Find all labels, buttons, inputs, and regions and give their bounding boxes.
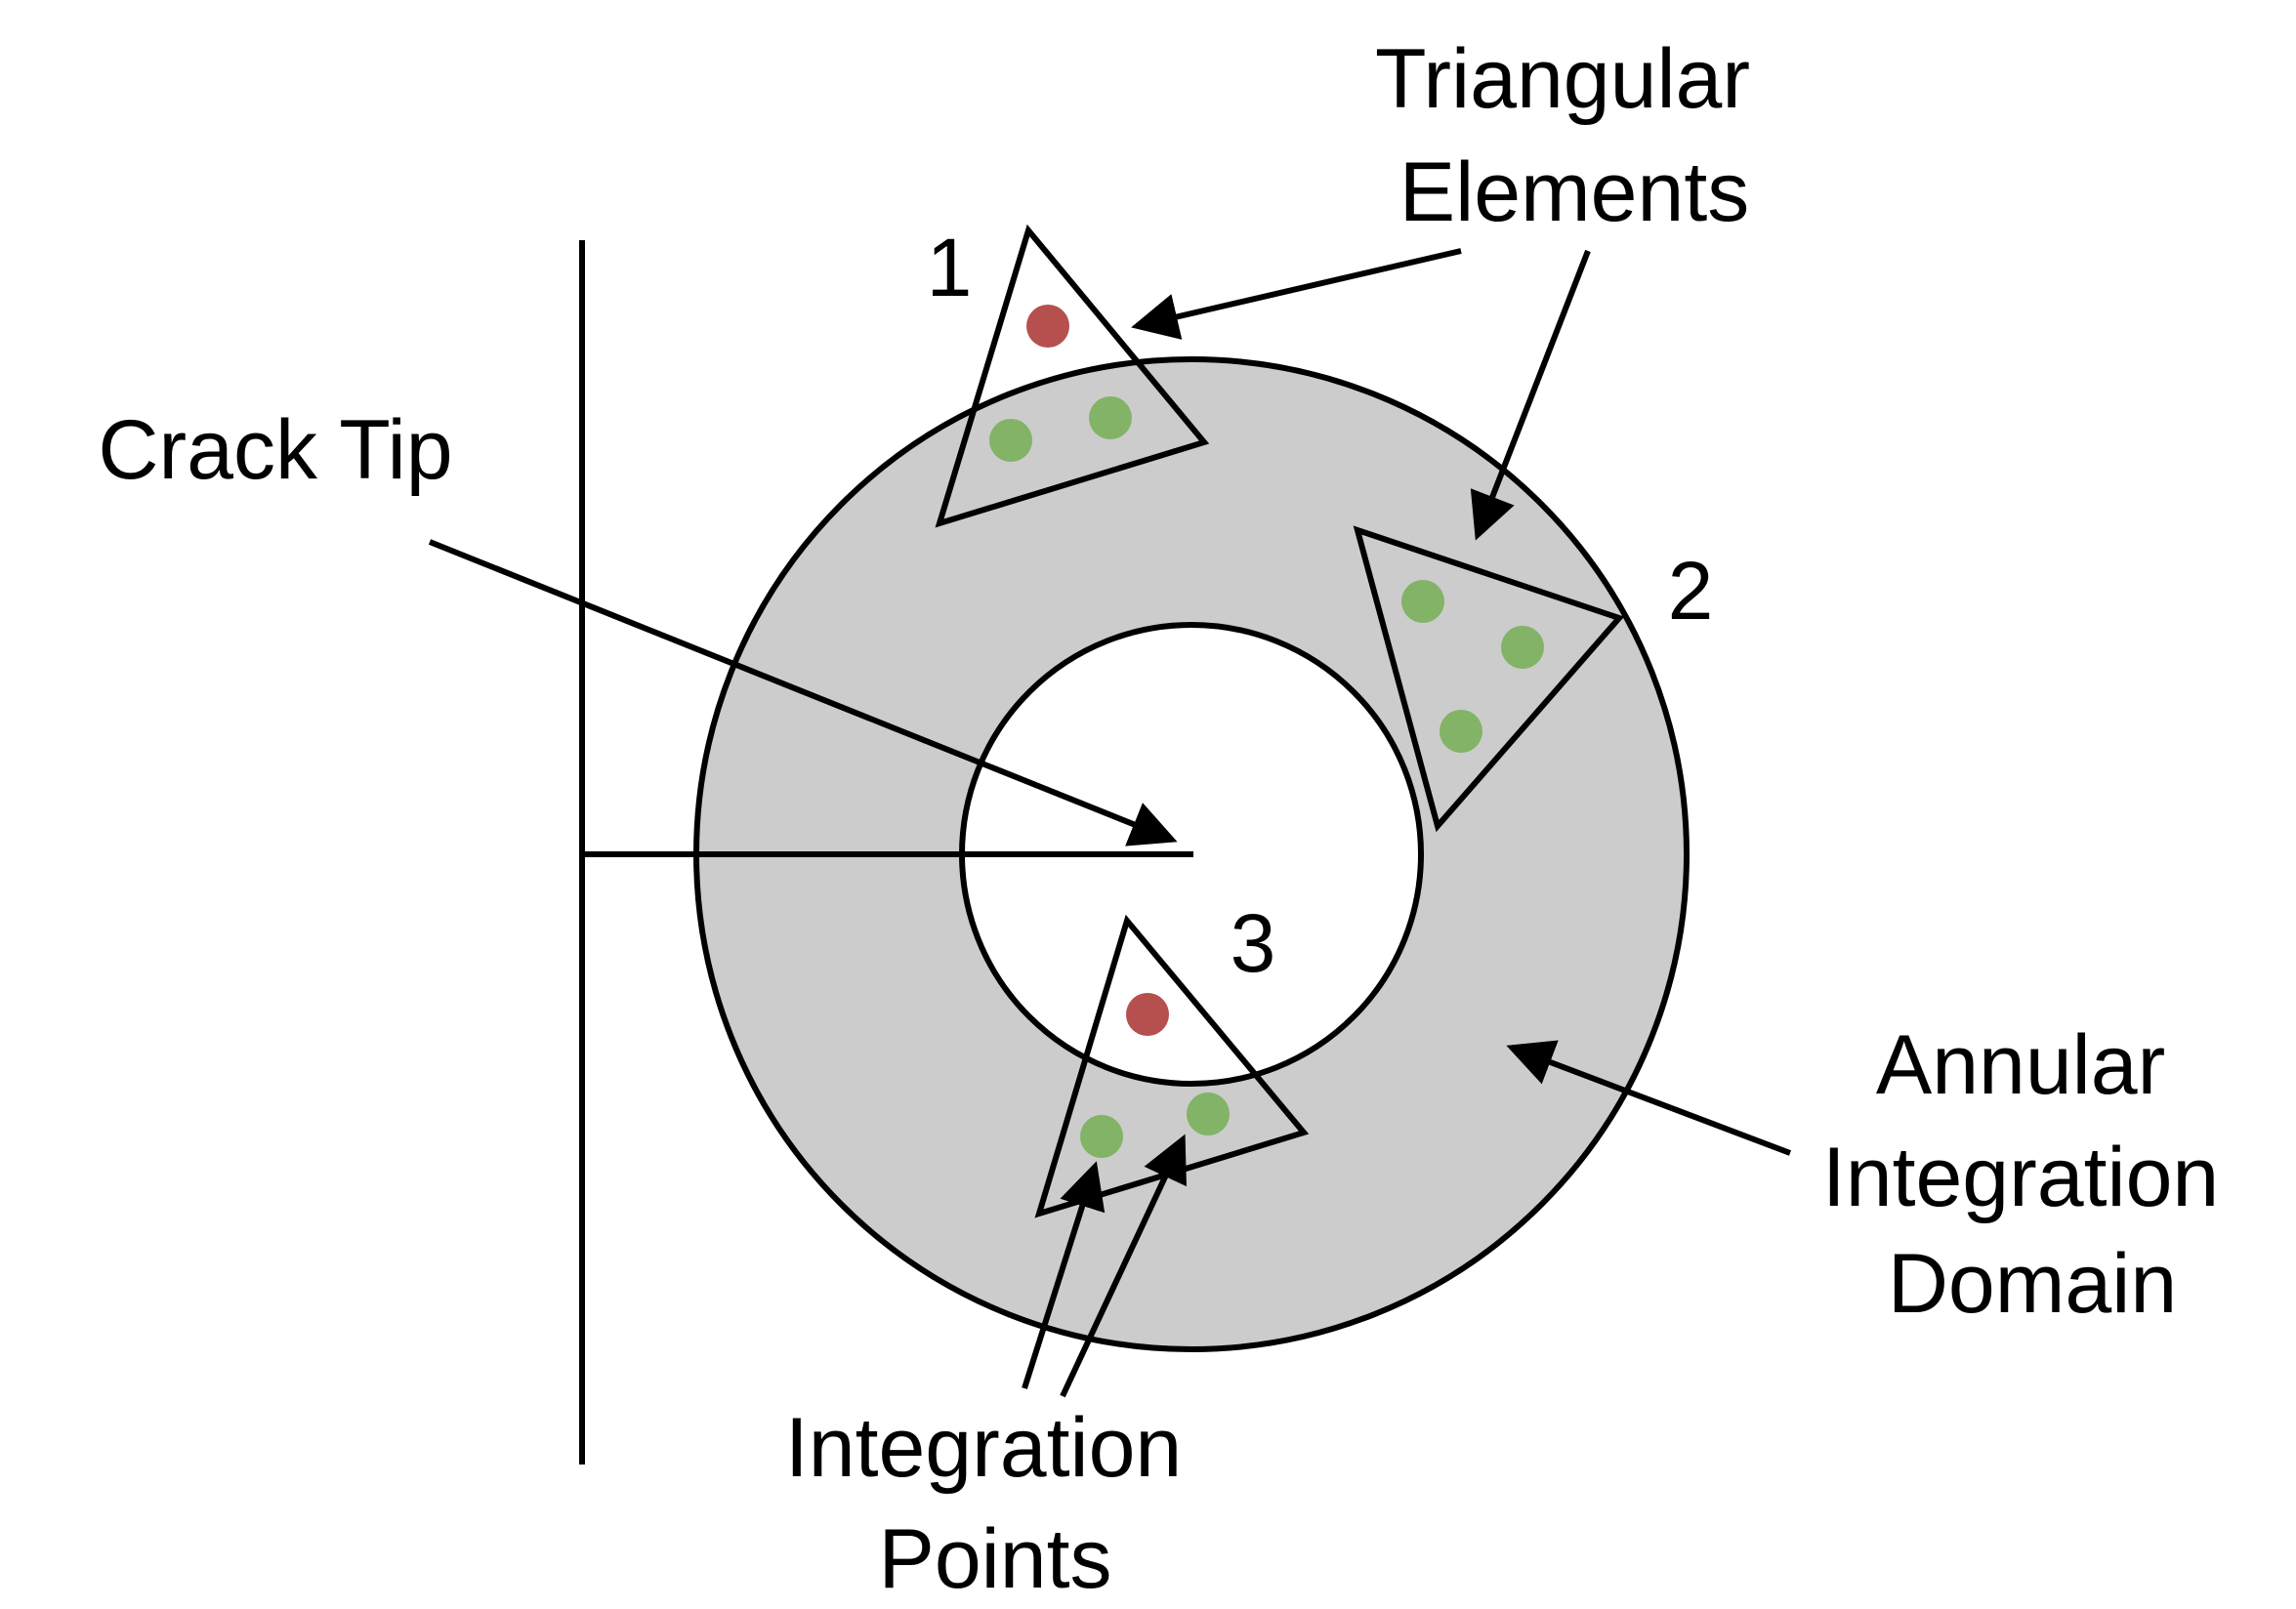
triangular-elements-label-line-2: Elements <box>1399 145 1750 239</box>
integration-point-green <box>1080 1115 1123 1158</box>
triangular-elements-label-line-1: Triangular <box>1375 32 1750 126</box>
element-number-3: 3 <box>1231 897 1276 989</box>
integration-point-green <box>1501 626 1544 669</box>
triangular-elements-arrow-1 <box>1131 248 1462 340</box>
annular-domain-label: Annular Integration Domain <box>1822 1018 2242 1331</box>
integration-points-arrow-1 <box>1022 1161 1106 1389</box>
element-number-2: 2 <box>1668 545 1714 637</box>
triangular-element-1 <box>935 224 1210 528</box>
crack-tip-arrow <box>428 539 1178 846</box>
annular-domain-label-line-1: Annular <box>1876 1018 2165 1112</box>
integration-point-green <box>1440 710 1482 753</box>
crack-tip-label: Crack Tip <box>98 403 452 497</box>
integration-point-green <box>1401 580 1444 623</box>
integration-points-label: Integration Points <box>785 1401 1205 1606</box>
annular-domain-arrow <box>1506 1040 1792 1156</box>
triangular-elements-arrow-2 <box>1470 249 1591 541</box>
annular-domain-label-line-3: Domain <box>1888 1237 2177 1331</box>
integration-point-red <box>1126 993 1169 1036</box>
integration-point-red <box>1026 305 1069 348</box>
integration-points-arrow-2 <box>1060 1134 1187 1398</box>
integration-point-green <box>1089 396 1132 439</box>
element-number-1: 1 <box>927 222 973 313</box>
integration-point-green <box>989 419 1032 462</box>
annular-domain-label-line-2: Integration <box>1822 1131 2219 1224</box>
integration-points-label-line-1: Integration <box>785 1401 1182 1495</box>
triangular-element-2 <box>1353 525 1625 833</box>
triangular-elements-label: Triangular Elements <box>1375 32 1774 239</box>
integration-point-green <box>1187 1093 1230 1135</box>
integration-points-label-line-2: Points <box>878 1512 1111 1606</box>
